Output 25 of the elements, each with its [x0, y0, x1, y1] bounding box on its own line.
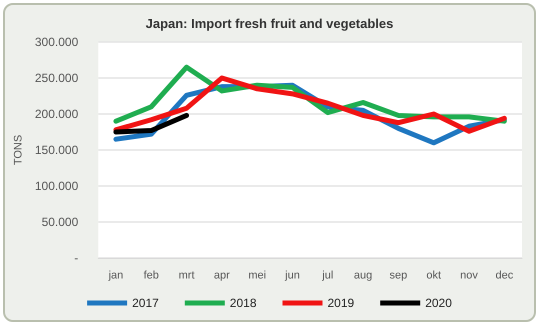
- x-tick-label: nov: [460, 270, 478, 282]
- x-tick-label: mei: [248, 270, 266, 282]
- legend-label: 2018: [230, 296, 257, 310]
- legend-label: 2020: [425, 296, 452, 310]
- legend-label: 2017: [132, 296, 160, 310]
- x-tick-label: dec: [495, 270, 514, 282]
- x-tick-label: sep: [390, 270, 408, 282]
- x-tick-label: jun: [284, 270, 300, 282]
- x-tick-label: apr: [214, 270, 230, 282]
- x-tick-label: mrt: [178, 270, 194, 282]
- y-tick-label: 250.000: [34, 71, 79, 85]
- y-tick-label: 150.000: [34, 143, 79, 157]
- y-tick-label: -: [74, 251, 78, 265]
- x-tick-label: okt: [426, 270, 442, 282]
- y-tick-label: 100.000: [34, 179, 79, 193]
- legend-label: 2019: [328, 296, 355, 310]
- x-tick-label: feb: [144, 270, 159, 282]
- y-axis-title: TONS: [12, 134, 24, 166]
- y-tick-label: 50.000: [42, 215, 79, 229]
- chart-title: Japan: Import fresh fruit and vegetables: [146, 16, 394, 31]
- y-tick-label: 200.000: [34, 107, 79, 121]
- x-tick-label: jan: [108, 270, 124, 282]
- y-tick-label: 300.000: [34, 35, 79, 49]
- x-tick-label: jul: [321, 270, 334, 282]
- x-tick-label: aug: [354, 270, 372, 282]
